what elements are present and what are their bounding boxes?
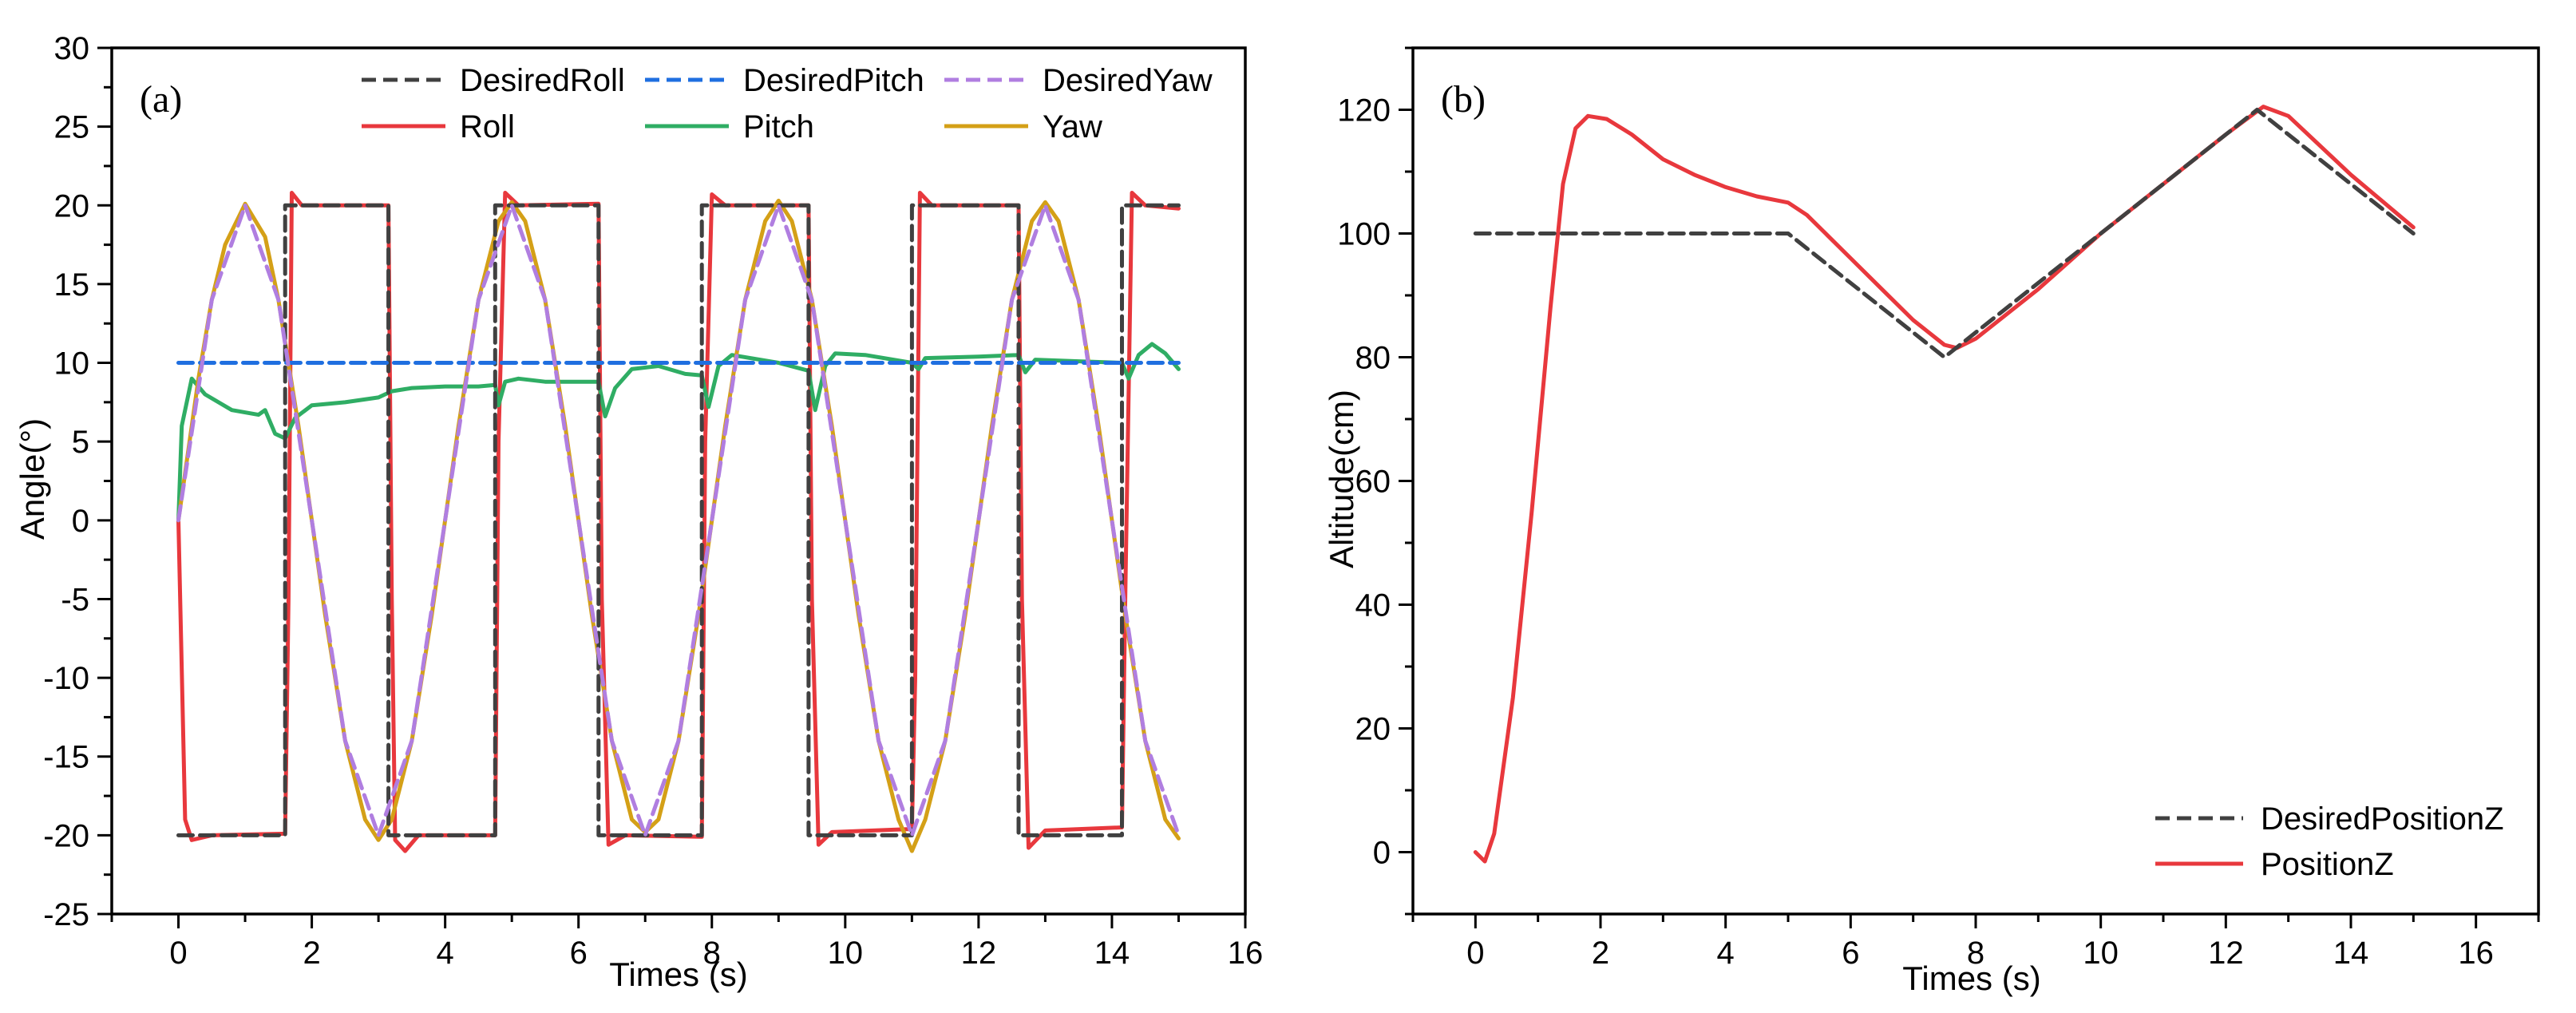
legend-label-pitch: Pitch bbox=[743, 109, 814, 144]
y-tick-label: 5 bbox=[72, 425, 89, 460]
y-tick-label: 10 bbox=[54, 346, 90, 382]
y-tick-label: 0 bbox=[72, 504, 89, 539]
series-line-yaw bbox=[176, 198, 1181, 853]
x-tick-label: 2 bbox=[303, 936, 320, 971]
series-group-b bbox=[1473, 105, 2416, 864]
legend-b: DesiredPositionZ PositionZ bbox=[2155, 801, 2504, 882]
panel-label: (b) bbox=[1441, 78, 1486, 121]
series-line-roll bbox=[176, 191, 1181, 853]
y-tick-label: 20 bbox=[54, 188, 90, 224]
y-tick-label: 80 bbox=[1355, 341, 1391, 376]
x-tick-label: 2 bbox=[1592, 936, 1609, 971]
y-tick-label: 0 bbox=[1373, 836, 1391, 871]
legend-label-desiredyaw: DesiredYaw bbox=[1043, 63, 1213, 98]
series-group-a bbox=[176, 191, 1181, 853]
y-tick-label: -25 bbox=[43, 897, 89, 932]
x-tick-label: 4 bbox=[437, 936, 454, 971]
y-tick-label: 100 bbox=[1337, 217, 1391, 252]
x-tick-label: 16 bbox=[2458, 936, 2494, 971]
x-axis-title: Times (s) bbox=[1902, 960, 2040, 997]
x-tick-label: 14 bbox=[1094, 936, 1130, 971]
y-tick-label: 30 bbox=[54, 31, 90, 66]
x-tick-label: 0 bbox=[1466, 936, 1484, 971]
y-tick-label: -15 bbox=[43, 740, 89, 775]
x-tick-label: 8 bbox=[1967, 936, 1984, 971]
plot-frame-a bbox=[110, 46, 1247, 916]
x-tick-label: 4 bbox=[1717, 936, 1735, 971]
y-tick-label: 25 bbox=[54, 110, 90, 145]
legend-label-desiredroll: DesiredRoll bbox=[460, 63, 625, 98]
y-tick-label: -5 bbox=[61, 582, 89, 617]
legend-label-yaw: Yaw bbox=[1043, 109, 1102, 144]
panel-b-altitude-chart: 0 2 4 6 8 10 12 14 16 0 20 40 60 80 100 120 Times (s) Alt… bbox=[1323, 46, 2540, 997]
x-tick-label: 10 bbox=[2083, 936, 2119, 971]
x-axis-title: Times (s) bbox=[609, 956, 747, 993]
y-tick-label: 120 bbox=[1337, 93, 1391, 129]
y-tick-label: 20 bbox=[1355, 712, 1391, 747]
y-axis-title: Angle(°) bbox=[14, 418, 51, 540]
y-tick-label: 15 bbox=[54, 267, 90, 303]
x-tick-label: 10 bbox=[828, 936, 864, 971]
series-line-pitch bbox=[176, 342, 1181, 523]
series-line-positionz bbox=[1473, 105, 2416, 864]
y-tick-label: 60 bbox=[1355, 465, 1391, 500]
series-line-desiredpositionz bbox=[1473, 108, 2416, 359]
x-tick-label: 6 bbox=[570, 936, 588, 971]
x-tick-label: 14 bbox=[2333, 936, 2369, 971]
legend-label-desiredpositionz: DesiredPositionZ bbox=[2261, 801, 2504, 837]
x-tick-label: 6 bbox=[1842, 936, 1859, 971]
legend-label-positionz: PositionZ bbox=[2261, 847, 2394, 882]
x-tick-label: 12 bbox=[961, 936, 997, 971]
panel-a-anchor bbox=[0, 0, 1, 1]
x-tick-label: 8 bbox=[703, 936, 721, 971]
legend-label-desiredpitch: DesiredPitch bbox=[743, 63, 924, 98]
panel-label: (a) bbox=[140, 78, 182, 121]
legend-label-roll: Roll bbox=[460, 109, 515, 144]
y-tick-label: 40 bbox=[1355, 588, 1391, 623]
series-line-desiredyaw bbox=[176, 203, 1181, 837]
x-tick-label: 0 bbox=[169, 936, 187, 971]
x-tick-label: 16 bbox=[1228, 936, 1264, 971]
y-tick-label: -10 bbox=[43, 661, 89, 696]
y-tick-label: -20 bbox=[43, 818, 89, 853]
panel-a-angle-chart: 0 2 4 6 8 10 12 14 16 -25 -20 -15 -10 -5 0 5 10 15 20 25 30 T… bbox=[0, 0, 1264, 993]
x-tick-label: 12 bbox=[2208, 936, 2244, 971]
series-line-desiredroll bbox=[176, 203, 1181, 837]
plot-frame-b bbox=[1411, 46, 2540, 916]
y-axis-title: Altitude(cm) bbox=[1323, 390, 1360, 568]
legend-a: DesiredRoll DesiredPitch DesiredYaw Roll Pit… bbox=[362, 63, 1213, 144]
